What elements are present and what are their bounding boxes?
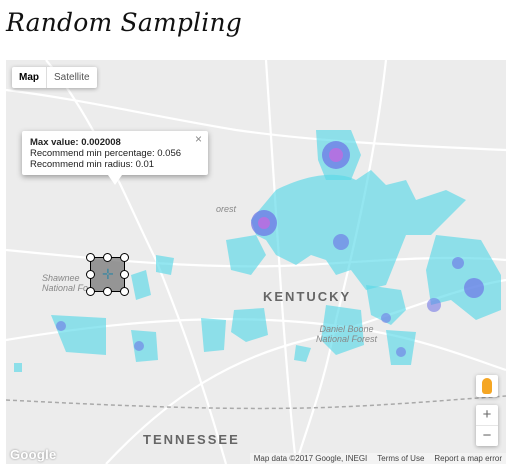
state-label-kentucky: KENTUCKY [263, 289, 352, 304]
resize-handle-w[interactable] [86, 270, 95, 279]
info-recommend-percentage: Recommend min percentage: 0.056 [30, 148, 182, 159]
forest-label-shawnee: Shawnee National Fo [42, 273, 89, 293]
move-icon[interactable]: ✛ [102, 266, 114, 282]
resize-handle-n[interactable] [103, 253, 112, 262]
zoom-control: + − [476, 405, 498, 446]
map-footer: Map data ©2017 Google, INEGI Terms of Us… [249, 453, 506, 464]
resize-handle-ne[interactable] [120, 253, 129, 262]
page-title: Random Sampling [6, 8, 242, 37]
resize-handle-e[interactable] [120, 270, 129, 279]
terms-link[interactable]: Terms of Use [377, 454, 425, 463]
heatmap-hotspots [56, 141, 484, 357]
map-canvas[interactable] [6, 60, 506, 464]
resize-handle-se[interactable] [120, 287, 129, 296]
info-window-pointer [108, 175, 122, 185]
street-view-pegman-icon[interactable] [476, 375, 498, 397]
report-error-link[interactable]: Report a map error [434, 454, 502, 463]
info-window: Max value: 0.002008 Recommend min percen… [22, 131, 208, 175]
state-border [6, 395, 506, 410]
resize-handle-s[interactable] [103, 287, 112, 296]
state-label-tennessee: TENNESSEE [143, 432, 240, 447]
forest-label-daniel-boone: Daniel Boone National Forest [316, 324, 378, 344]
info-max-value: Max value: 0.002008 [30, 137, 121, 148]
resize-handle-sw[interactable] [86, 287, 95, 296]
map-type-satellite-button[interactable]: Satellite [46, 67, 97, 88]
zoom-in-button[interactable]: + [482, 406, 492, 423]
zoom-out-button[interactable]: − [476, 425, 498, 446]
forest-label-upper: orest [216, 204, 237, 214]
map-type-control: Map Satellite [12, 67, 97, 88]
resize-handle-nw[interactable] [86, 253, 95, 262]
close-icon[interactable]: × [194, 132, 202, 146]
attribution-text: Map data ©2017 Google, INEGI [253, 454, 368, 463]
google-logo[interactable]: Google [10, 447, 57, 462]
info-recommend-radius: Recommend min radius: 0.01 [30, 159, 155, 170]
heatmap-map[interactable]: Map Satellite KENTUCKY TENNESSEE Daniel … [6, 60, 506, 464]
map-type-map-button[interactable]: Map [19, 72, 39, 83]
